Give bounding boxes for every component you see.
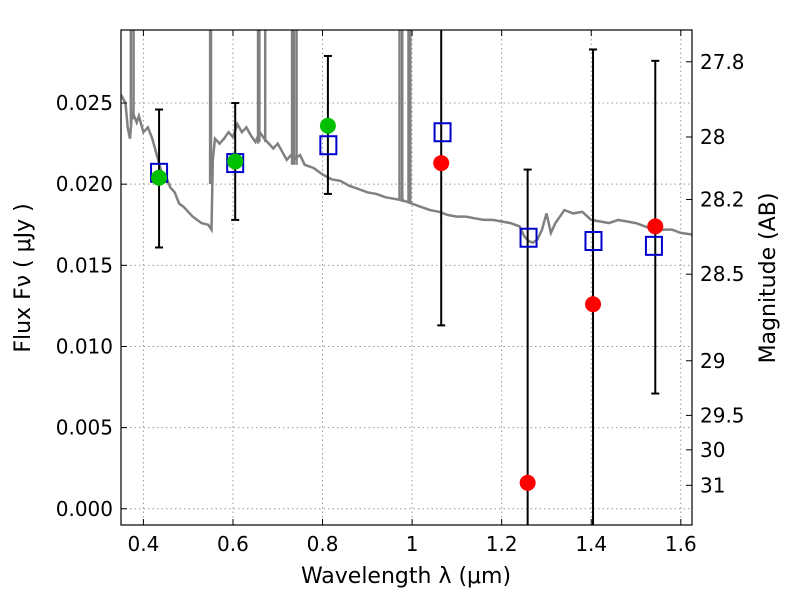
green-point — [227, 153, 244, 170]
red-point — [519, 474, 536, 491]
model-square — [584, 230, 603, 251]
model-square — [644, 235, 663, 256]
y2-tick-label: 29 — [700, 349, 725, 373]
y2-tick-label: 28 — [700, 125, 725, 149]
y-tick-label: 0.005 — [56, 416, 113, 440]
red-point — [647, 218, 664, 235]
y-tick-label: 0.025 — [56, 91, 113, 115]
y-tick-label: 0.010 — [56, 334, 113, 358]
plot-frame — [120, 29, 693, 526]
x-tick-label: 1.2 — [486, 532, 518, 556]
green-point — [319, 117, 336, 134]
model-square — [519, 227, 538, 248]
x-tick-label: 0.6 — [217, 532, 249, 556]
y2-tick-label: 31 — [700, 473, 725, 497]
y-tick-label: 0.000 — [56, 497, 113, 521]
x-tick-label: 1 — [406, 532, 419, 556]
y2-axis-title: Magnitude (AB) — [756, 193, 781, 364]
green-point — [151, 169, 168, 186]
x-tick-label: 0.8 — [307, 532, 339, 556]
red-point — [433, 155, 450, 172]
data-points — [151, 117, 664, 491]
y2-tick-label: 28.5 — [700, 262, 745, 286]
x-axis-title: Wavelength λ (μm) — [301, 564, 511, 589]
y-axis-ticks: 0.000 0.005 0.010 0.015 0.020 0.025 — [56, 91, 127, 521]
y-tick-label: 0.020 — [56, 172, 113, 196]
grid-lines — [121, 30, 692, 525]
model-square — [319, 135, 338, 156]
x-tick-label: 1.6 — [665, 532, 697, 556]
red-point — [585, 296, 602, 313]
x-tick-label: 1.4 — [575, 532, 607, 556]
x-tick-label: 0.4 — [127, 532, 159, 556]
y-axis-title: Flux Fν ( μJy ) — [11, 203, 36, 352]
y2-tick-label: 28.2 — [700, 188, 745, 212]
y2-tick-label: 29.5 — [700, 403, 745, 427]
y2-tick-label: 30 — [700, 438, 725, 462]
model-spectrum-line — [121, 94, 692, 244]
model-spectrum — [121, 30, 692, 244]
y2-tick-label: 27.8 — [700, 50, 745, 74]
error-bars — [155, 30, 660, 525]
model-squares — [150, 122, 663, 256]
x-axis-ticks: 0.4 0.6 0.8 1 1.2 1.4 1.6 — [127, 30, 697, 556]
model-square — [433, 122, 452, 143]
y2-axis-ticks: 27.8 28 28.2 28.5 29 29.5 30 31 — [686, 50, 745, 497]
y-tick-label: 0.015 — [56, 253, 113, 277]
